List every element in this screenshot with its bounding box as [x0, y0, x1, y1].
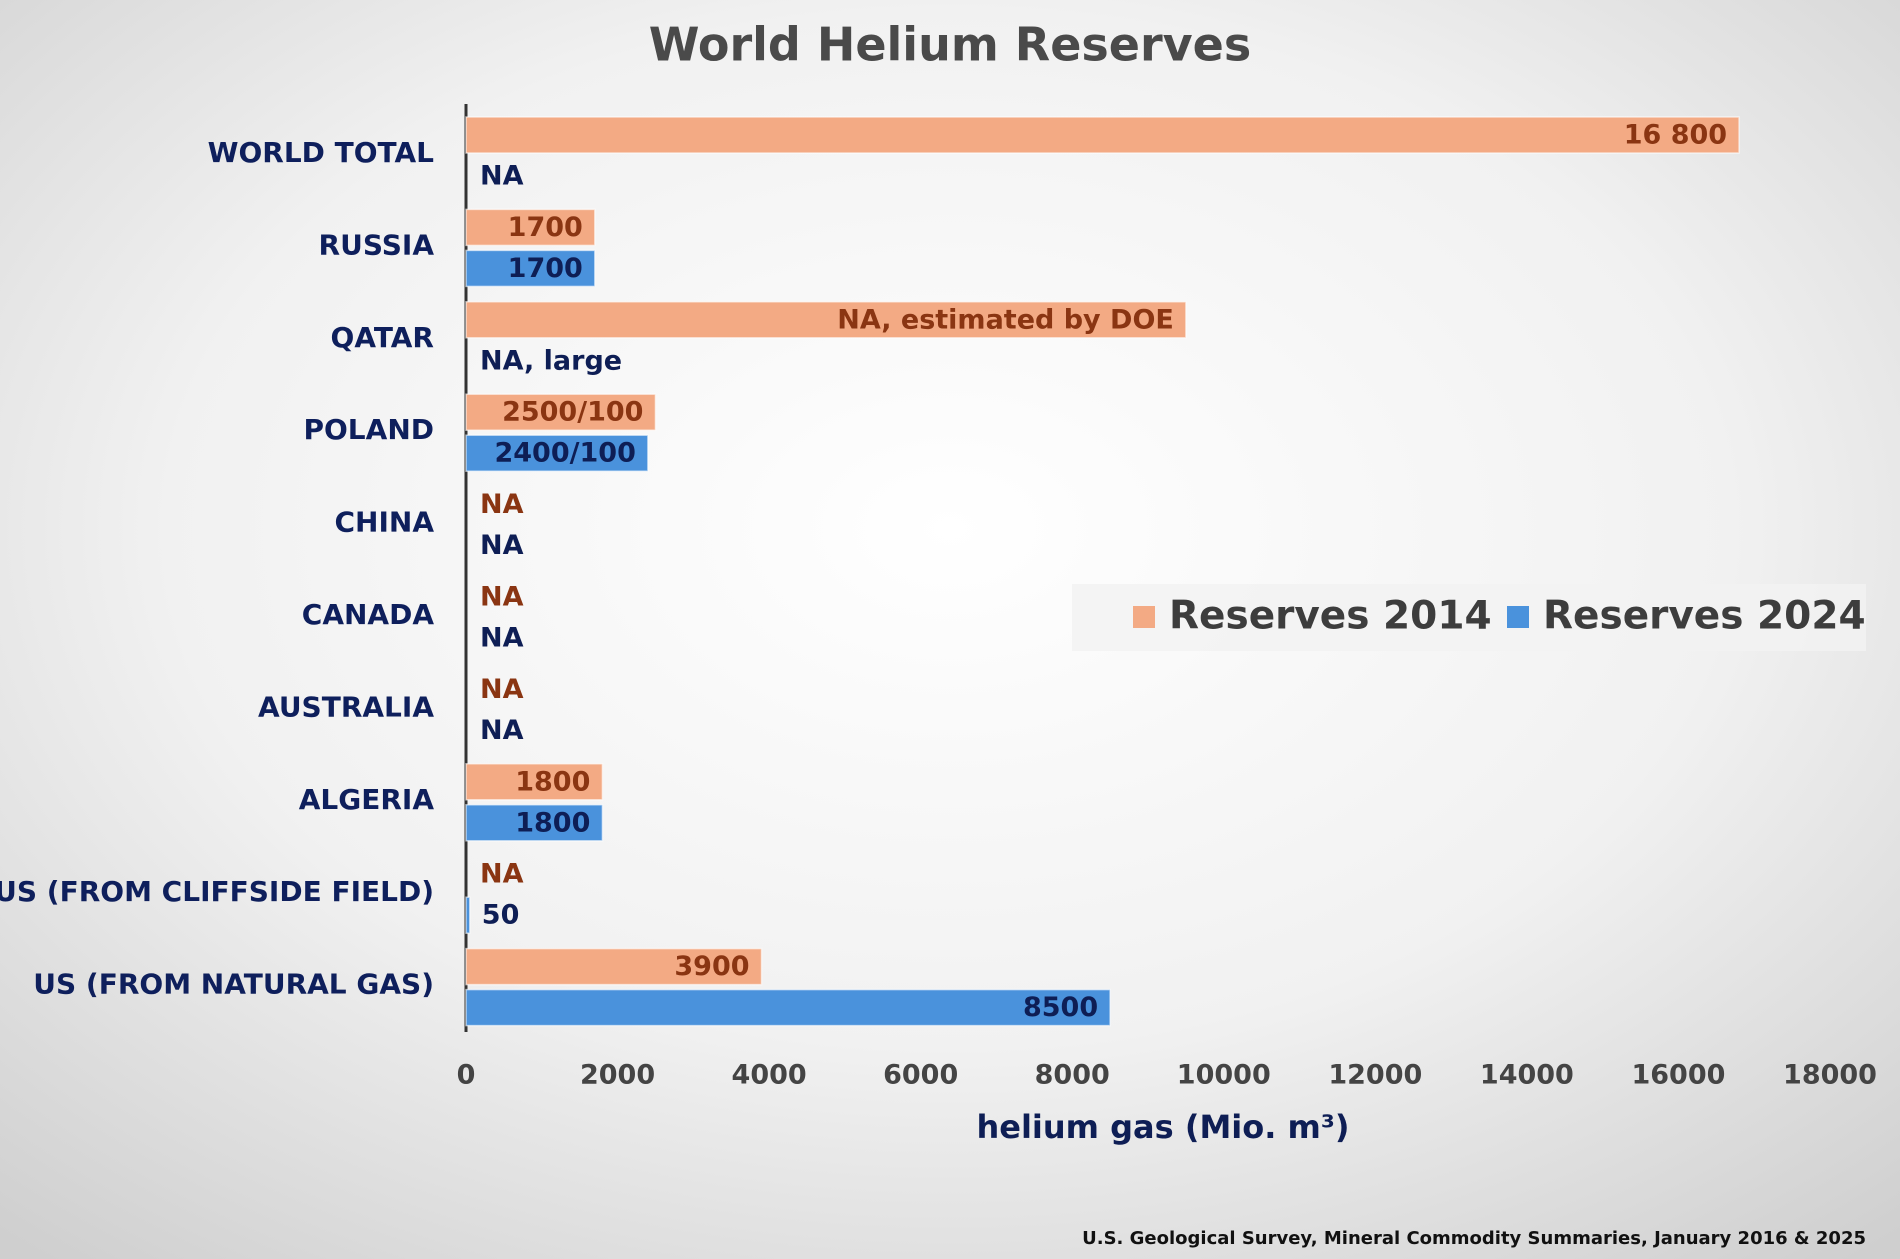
- value-label: NA: [480, 715, 524, 746]
- value-label: NA: [480, 859, 524, 890]
- x-tick-label: 12000: [1328, 1060, 1422, 1091]
- x-tick-label: 0: [457, 1060, 476, 1091]
- value-label: 2400/100: [494, 438, 635, 469]
- x-tick-label: 10000: [1177, 1060, 1271, 1091]
- value-label: 1700: [508, 212, 583, 243]
- value-label: 50: [482, 900, 520, 931]
- legend-swatch: [1507, 606, 1529, 628]
- bar: [465, 763, 604, 801]
- bar: [465, 804, 604, 842]
- x-tick-label: 6000: [883, 1060, 958, 1091]
- value-label: NA: [480, 489, 524, 520]
- value-label: 2500/100: [502, 397, 643, 428]
- value-label: 1800: [515, 807, 590, 838]
- value-label: NA, large: [480, 345, 622, 376]
- legend-label: Reserves 2024: [1543, 594, 1866, 639]
- category-label: US (FROM NATURAL GAS): [33, 968, 434, 1001]
- category-label: ALGERIA: [299, 783, 435, 816]
- value-label: NA: [480, 582, 524, 613]
- bar: [465, 393, 657, 431]
- bar: [465, 208, 596, 247]
- bar: [465, 947, 763, 986]
- category-label: WORLD TOTAL: [208, 136, 435, 169]
- category-label: QATAR: [331, 321, 434, 354]
- value-label: NA: [480, 161, 524, 192]
- legend-box: [1072, 584, 1866, 651]
- category-label: CHINA: [334, 506, 434, 539]
- bars: [465, 116, 1740, 1027]
- legend-swatch: [1133, 606, 1155, 628]
- category-label: AUSTRALIA: [258, 690, 434, 723]
- value-label: NA: [480, 623, 524, 654]
- category-label: US (FROM CLIFFSIDE FIELD): [0, 875, 434, 908]
- bar: [465, 116, 1740, 154]
- bar: [465, 301, 1187, 339]
- category-label: CANADA: [302, 598, 435, 631]
- value-label: NA: [480, 530, 524, 561]
- x-axis-title: helium gas (Mio. m³): [976, 1108, 1349, 1146]
- category-label: POLAND: [303, 413, 434, 446]
- bar: [465, 988, 1111, 1027]
- x-tick-label: 4000: [732, 1060, 807, 1091]
- x-tick-label: 14000: [1480, 1060, 1574, 1091]
- bar: [465, 896, 471, 934]
- legend-label: Reserves 2014: [1169, 594, 1492, 639]
- value-label: NA: [480, 674, 524, 705]
- x-tick-label: 2000: [580, 1060, 655, 1091]
- legend: Reserves 2014 Reserves 2024: [1072, 584, 1866, 651]
- value-label: 8500: [1023, 992, 1098, 1023]
- value-label: 1700: [508, 253, 583, 284]
- value-label: 16 800: [1624, 120, 1727, 151]
- bar: [465, 434, 649, 472]
- source-note: U.S. Geological Survey, Mineral Commodit…: [1082, 1228, 1866, 1249]
- chart-title: World Helium Reserves: [649, 18, 1251, 72]
- value-label: 1800: [515, 766, 590, 797]
- value-label: 3900: [674, 951, 749, 982]
- x-tick-label: 18000: [1783, 1060, 1877, 1091]
- grid: [464, 104, 1832, 1032]
- category-label: RUSSIA: [319, 228, 435, 261]
- bar: [465, 249, 596, 288]
- x-tick-label: 16000: [1631, 1060, 1725, 1091]
- value-label: NA, estimated by DOE: [837, 304, 1174, 335]
- x-tick-label: 8000: [1035, 1060, 1110, 1091]
